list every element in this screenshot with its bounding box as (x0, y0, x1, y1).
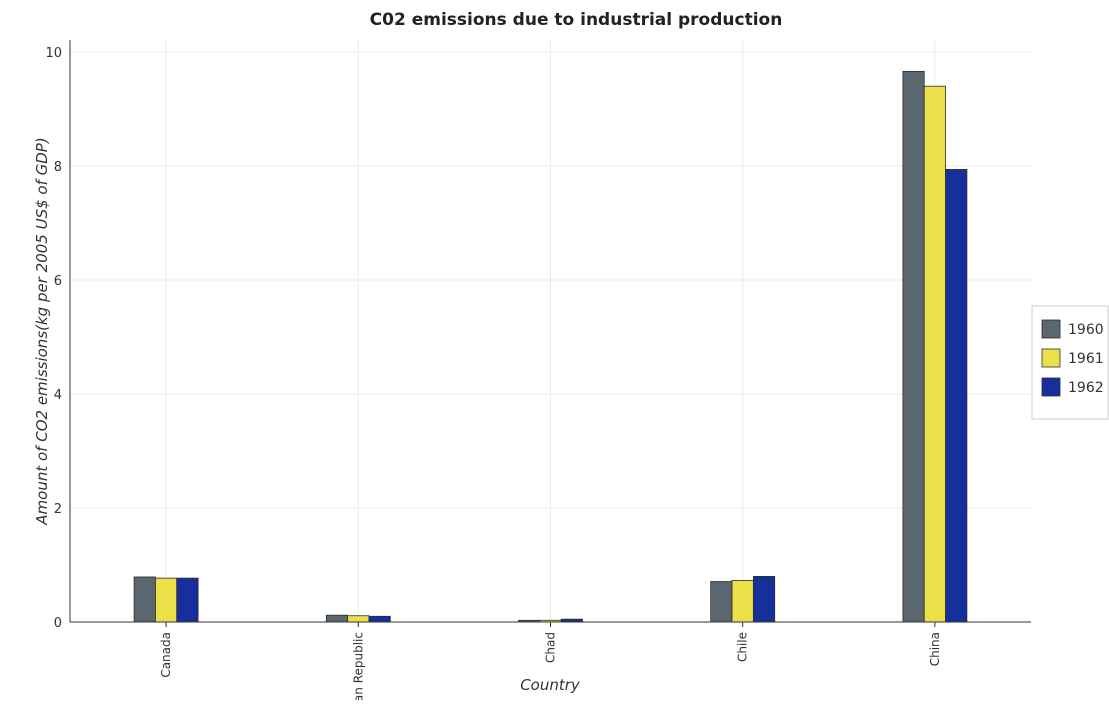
y-tick-label: 10 (45, 46, 62, 61)
legend-swatch (1041, 377, 1061, 397)
y-tick-label: 0 (54, 616, 62, 631)
bar (325, 614, 349, 623)
bar (133, 576, 156, 623)
bar (155, 577, 178, 623)
bar (945, 169, 968, 623)
y-tick-label: 6 (54, 274, 62, 289)
x-axis-label: Country (520, 676, 581, 694)
legend: 1960 1961 1962 (1031, 305, 1109, 420)
x-tick-label: Chile (736, 632, 750, 662)
legend-label: 1962 (1068, 380, 1104, 396)
legend-label: 1961 (1068, 351, 1104, 367)
legend-swatch (1041, 319, 1061, 339)
bar (368, 615, 391, 623)
bar (347, 615, 370, 623)
x-tick-label: China (928, 632, 942, 666)
axes: 0 2 4 6 8 10 Canada Central African Republic Cha… (45, 40, 1031, 704)
x-tick-label: Central African Republic (351, 632, 365, 700)
bar (710, 581, 733, 623)
bar (752, 576, 776, 623)
legend-swatch (1041, 348, 1061, 368)
bar (902, 70, 925, 623)
y-tick-label: 4 (54, 388, 62, 403)
y-tick-label: 8 (54, 160, 62, 175)
bar (923, 85, 946, 623)
chart-title: C02 emissions due to industrial producti… (370, 10, 783, 30)
x-tick-label: Canada (159, 632, 173, 678)
bar (731, 579, 754, 623)
x-tick-label: Chad (544, 632, 558, 663)
legend-label: 1960 (1068, 322, 1104, 338)
bar (176, 577, 199, 623)
y-tick-label: 2 (54, 502, 62, 517)
y-axis-label: Amount of CO2 emissions(kg per 2005 US$ … (33, 137, 51, 525)
